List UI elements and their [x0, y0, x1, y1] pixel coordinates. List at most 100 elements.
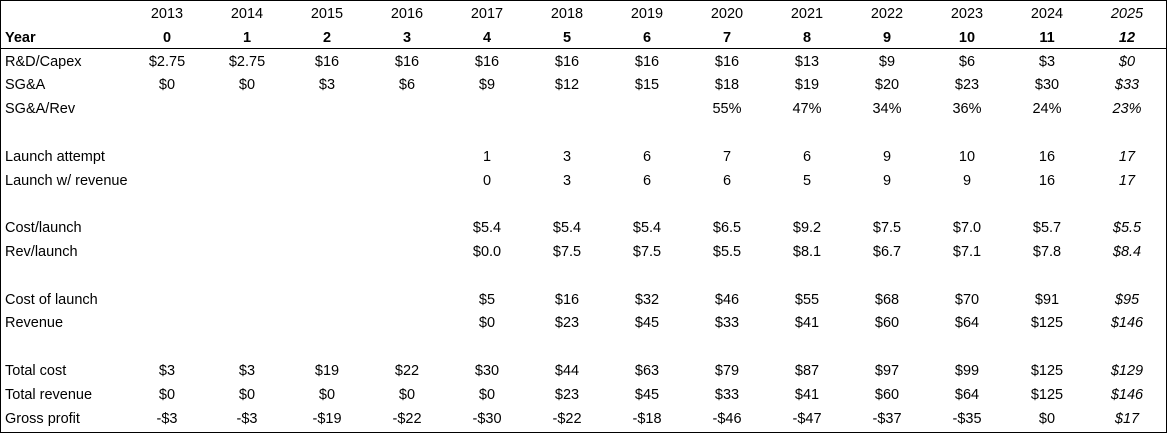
cell-value: $64: [954, 315, 980, 332]
cell-value: $0: [318, 386, 336, 403]
cell-value: 36%: [952, 101, 982, 118]
row-label: Total cost: [5, 363, 67, 379]
cell-value: 5: [802, 172, 812, 189]
cell-value: $125: [1030, 386, 1064, 403]
cell-value: -$3: [156, 410, 178, 427]
cell-value: $60: [874, 386, 900, 403]
year-index: 10: [958, 29, 976, 46]
year-index: 8: [802, 29, 812, 46]
cell-value: $3: [158, 363, 176, 379]
cell-value: $97: [874, 363, 900, 379]
cell-value: 55%: [712, 101, 742, 118]
cell-value: $7.1: [952, 244, 982, 260]
cell-value: $6.7: [872, 244, 902, 260]
cell-value: $5.4: [552, 220, 582, 237]
cell-value: $146: [1110, 386, 1144, 403]
cell-value: $16: [714, 53, 740, 70]
header-rule: [1, 48, 1166, 49]
year-index: 4: [482, 29, 492, 46]
row-label: Rev/launch: [5, 244, 78, 260]
cell-value: $87: [794, 363, 820, 379]
cell-value: $45: [634, 386, 660, 403]
cell-value: $68: [874, 291, 900, 308]
cell-value: $33: [714, 386, 740, 403]
cell-value: 47%: [792, 101, 822, 118]
cell-value: $0: [1038, 410, 1056, 427]
cell-value: $0: [398, 386, 416, 403]
cell-value: $17: [1114, 410, 1140, 427]
year-index: 3: [402, 29, 412, 46]
year-header: 2022: [870, 6, 904, 22]
cell-value: $70: [954, 291, 980, 308]
cell-value: $8.4: [1112, 244, 1142, 260]
year-header: 2025: [1110, 6, 1144, 22]
cell-value: 9: [882, 148, 892, 165]
cell-value: 17: [1118, 148, 1136, 165]
cell-value: -$19: [312, 410, 342, 427]
cell-value: 6: [642, 172, 652, 189]
cell-value: $79: [714, 363, 740, 379]
cell-value: $12: [554, 77, 580, 94]
cell-value: $0: [158, 386, 176, 403]
cell-value: $5.4: [472, 220, 502, 237]
year-index: 6: [642, 29, 652, 46]
cell-value: 16: [1038, 172, 1056, 189]
cell-value: $125: [1030, 363, 1064, 379]
cell-value: $33: [714, 315, 740, 332]
year-header: 2019: [630, 6, 664, 22]
cell-value: $33: [1114, 77, 1140, 94]
cell-value: $41: [794, 386, 820, 403]
row-label: SG&A/Rev: [5, 101, 76, 118]
row-label: Year: [5, 29, 36, 46]
cell-value: $6.5: [712, 220, 742, 237]
cell-value: $8.1: [792, 244, 822, 260]
year-index: 12: [1118, 29, 1136, 46]
cell-value: $125: [1030, 315, 1064, 332]
cell-value: $46: [714, 291, 740, 308]
cell-value: $55: [794, 291, 820, 308]
year-index: 9: [882, 29, 892, 46]
cell-value: 3: [562, 148, 572, 165]
cell-value: $5.7: [1032, 220, 1062, 237]
cell-value: 10: [958, 148, 976, 165]
cell-value: $2.75: [148, 53, 186, 70]
cell-value: $18: [714, 77, 740, 94]
cell-value: -$37: [872, 410, 902, 427]
year-header: 2013: [150, 6, 184, 22]
cell-value: $2.75: [228, 53, 266, 70]
year-index: 5: [562, 29, 572, 46]
cell-value: -$35: [952, 410, 982, 427]
row-label: Revenue: [5, 315, 64, 332]
cell-value: $60: [874, 315, 900, 332]
year-index: 11: [1039, 29, 1055, 46]
cell-value: $5.5: [712, 244, 742, 260]
cell-value: $7.5: [872, 220, 902, 237]
cell-value: $30: [1034, 77, 1060, 94]
year-header: 2014: [230, 6, 264, 22]
cell-value: $16: [554, 53, 580, 70]
row-label: SG&A: [5, 77, 46, 94]
cell-value: 7: [722, 148, 732, 165]
row-label: Cost/launch: [5, 220, 82, 237]
cell-value: 1: [482, 148, 492, 165]
cell-value: $7.8: [1032, 244, 1062, 260]
cell-value: $23: [954, 77, 980, 94]
cell-value: $0: [158, 77, 176, 94]
cell-value: -$30: [472, 410, 502, 427]
year-header: 2017: [470, 6, 504, 22]
cell-value: $44: [554, 363, 580, 379]
cell-value: $16: [314, 53, 340, 70]
cell-value: $0: [478, 315, 496, 332]
year-header: 2016: [390, 6, 424, 22]
cell-value: -$47: [792, 410, 822, 427]
cell-value: $5.4: [632, 220, 662, 237]
cell-value: $7.5: [632, 244, 662, 260]
cell-value: $19: [794, 77, 820, 94]
year-header: 2024: [1030, 6, 1064, 22]
cell-value: $20: [874, 77, 900, 94]
cell-value: $15: [634, 77, 660, 94]
cell-value: 6: [642, 148, 652, 165]
cell-value: 9: [962, 172, 972, 189]
year-index: 0: [162, 29, 172, 46]
cell-value: $7.5: [552, 244, 582, 260]
